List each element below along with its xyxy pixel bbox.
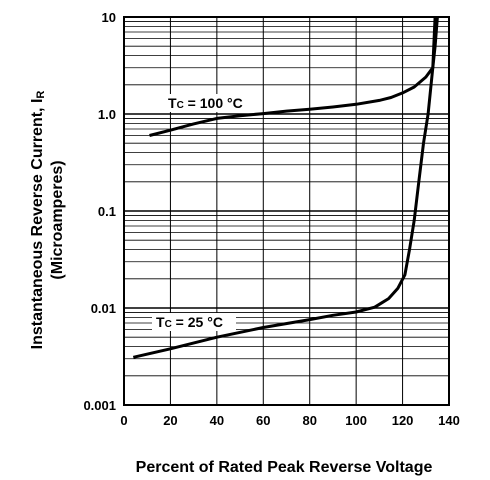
x-axis-title: Percent of Rated Peak Reverse Voltage: [136, 459, 433, 476]
series-line-tc-100c: [149, 16, 439, 137]
x-tick-label: 60: [256, 413, 270, 428]
y-axis-title-sub: R: [35, 91, 47, 99]
y-tick-label: 1.0: [98, 107, 116, 122]
series-annotations: TC = 100 °C TC = 25 °C: [152, 94, 260, 331]
series-line-tc-25c: [132, 16, 437, 359]
y-tick-labels: 0.001 0.01 0.1 1.0 10: [83, 10, 116, 413]
x-tick-label: 20: [163, 413, 177, 428]
x-tick-label: 0: [120, 413, 127, 428]
x-tick-label: 100: [345, 413, 367, 428]
x-tick-label: 140: [438, 413, 460, 428]
y-tick-label: 10: [102, 10, 116, 25]
y-tick-label: 0.1: [98, 204, 116, 219]
series-label-tc-25c: TC = 25 °C: [156, 314, 223, 330]
annotation-background: [164, 94, 260, 112]
series-label-tc-100c: TC = 100 °C: [168, 95, 243, 111]
x-tick-label: 80: [302, 413, 316, 428]
svg-text:Instantaneous Reverse Current,: Instantaneous Reverse Current, IR: [29, 91, 47, 350]
y-axis-title-line2: (Microamperes): [49, 160, 66, 279]
x-tick-label: 120: [392, 413, 414, 428]
y-tick-label: 0.01: [91, 301, 116, 316]
annotation-background: [152, 313, 236, 331]
plot-frame: [123, 16, 450, 406]
y-tick-label: 0.001: [83, 398, 116, 413]
y-axis-title-line1: Instantaneous Reverse Current, I: [29, 99, 46, 350]
series-lines: [132, 16, 439, 359]
x-tick-labels: 0 20 40 60 80 100 120 140: [120, 413, 459, 428]
y-axis-title: Instantaneous Reverse Current, IR (Micro…: [29, 91, 66, 350]
x-tick-label: 40: [210, 413, 224, 428]
